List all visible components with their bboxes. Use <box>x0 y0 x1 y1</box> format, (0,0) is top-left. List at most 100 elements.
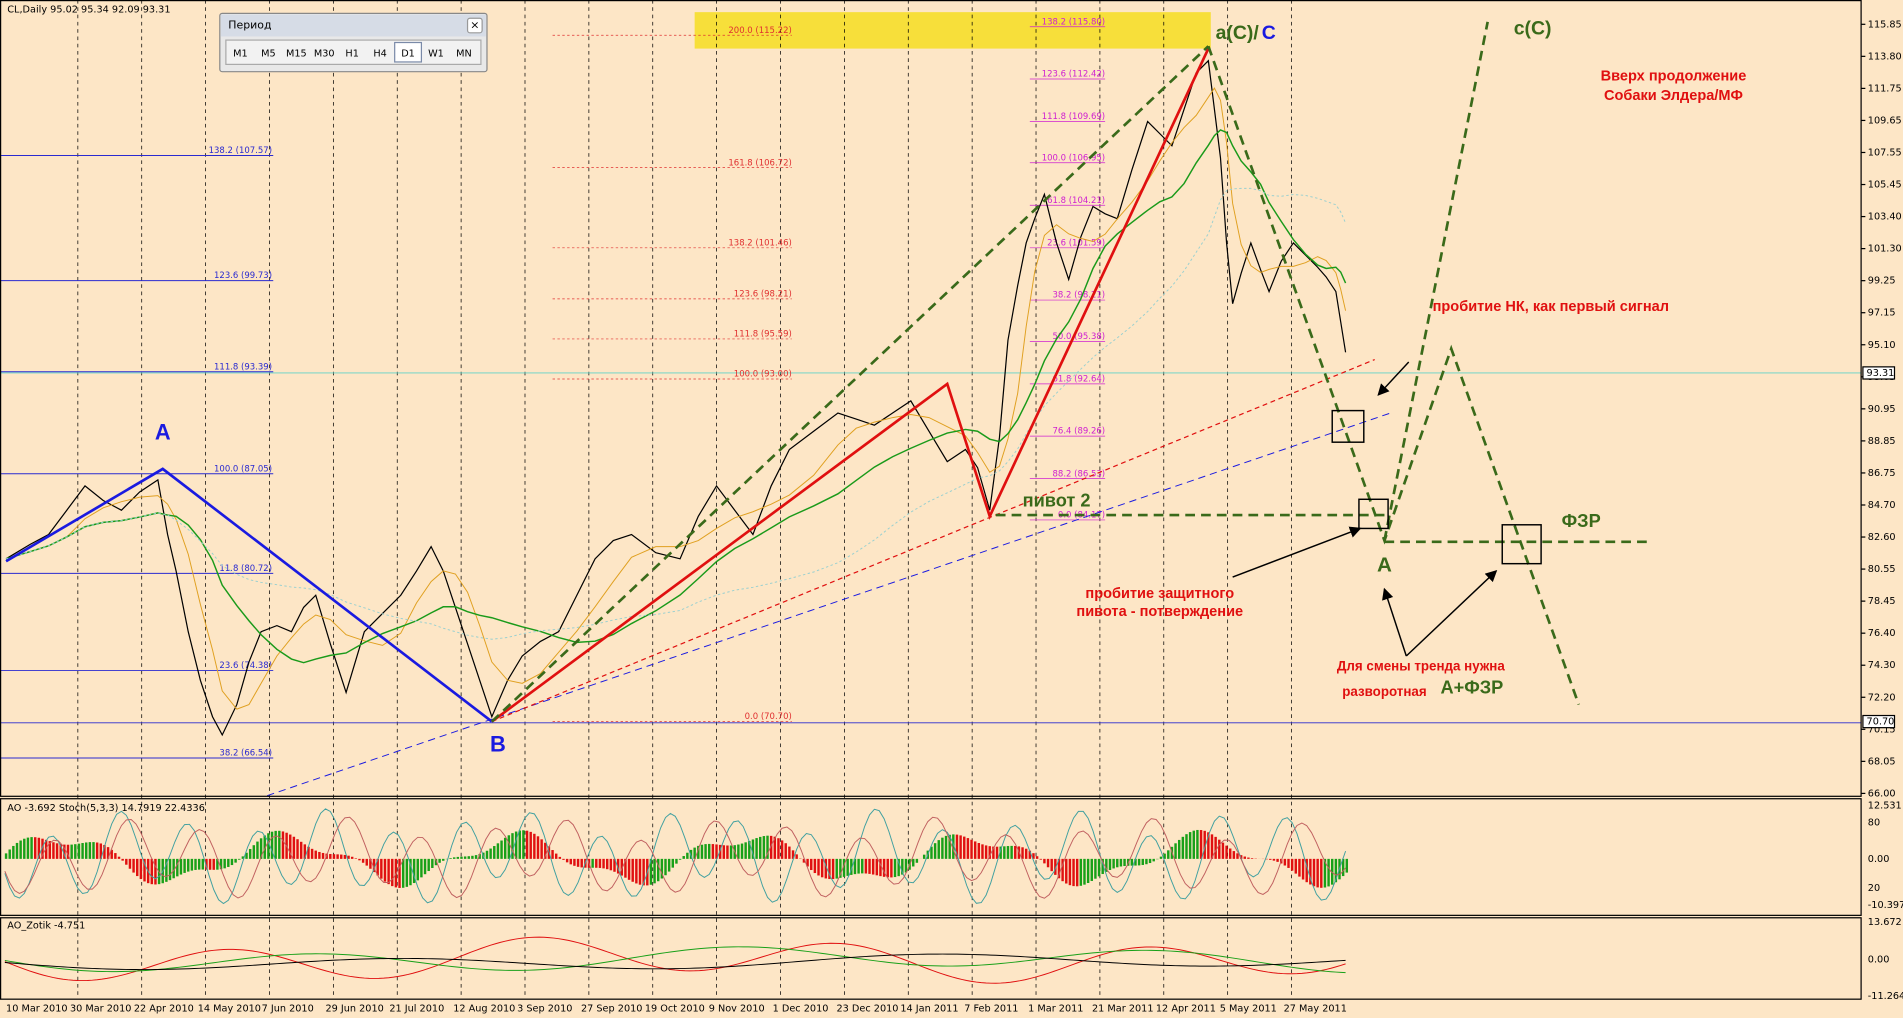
ao-bar <box>114 853 117 859</box>
ao-bar <box>1024 848 1028 859</box>
ao-bar <box>999 846 1002 859</box>
zotik-black <box>4 953 1346 971</box>
price-label: 109.65 <box>1868 115 1902 126</box>
ao-bar <box>489 848 492 859</box>
ao-bar <box>1050 858 1053 872</box>
axes: 10 Mar 2010 30 Mar 2010 22 Apr 2010 14 May … <box>6 19 1903 1014</box>
ao-bar <box>675 858 678 864</box>
annotation: ФЗР <box>1562 511 1601 531</box>
ao-bar <box>1108 858 1112 870</box>
ao-bar <box>718 844 722 859</box>
ao-bar <box>252 845 256 859</box>
ao-bar <box>708 843 711 859</box>
annotation: Для смены тренда нужна <box>1337 658 1505 673</box>
ao-bar <box>423 858 427 875</box>
ao-bar <box>514 831 518 859</box>
ao-bar <box>729 845 733 859</box>
ao-bar <box>835 858 838 879</box>
annotation: a(C)/ <box>1216 22 1260 44</box>
ao-bar <box>452 857 456 859</box>
period-button[interactable]: M15 <box>286 48 307 59</box>
period-button[interactable]: W1 <box>428 48 444 59</box>
frames <box>0 0 1862 1000</box>
fibo-right-label: 61.8 (104.21) <box>1047 196 1105 206</box>
ao-bar <box>1236 853 1239 859</box>
ao-bar <box>715 844 718 859</box>
ao-bar <box>1177 839 1181 859</box>
ao-bar <box>1192 830 1195 859</box>
ao-bar <box>828 858 831 880</box>
ao-bar <box>1305 858 1308 883</box>
ao-bar <box>183 858 186 873</box>
ao-bar <box>554 853 558 859</box>
period-button[interactable]: H4 <box>373 48 386 59</box>
ao-bar <box>34 837 37 859</box>
ao-bar <box>197 858 201 870</box>
ao-bar <box>1250 858 1254 859</box>
period-button[interactable]: MN <box>456 48 472 59</box>
fibo-middle-label: 200.0 (115.22) <box>728 26 791 36</box>
period-button[interactable]: D1 <box>401 48 415 59</box>
ao-bar <box>959 835 962 859</box>
ao-bar <box>361 858 365 863</box>
ao-bar <box>580 858 583 868</box>
ao-bar <box>77 843 81 859</box>
date-label: 22 Apr 2010 <box>134 1003 194 1014</box>
ao-bar <box>751 839 755 859</box>
ao-bar <box>624 858 627 878</box>
ao-bar <box>602 858 605 869</box>
period-button[interactable]: M30 <box>314 48 335 59</box>
ao-bar <box>948 834 951 859</box>
price-label: 115.85 <box>1868 19 1902 30</box>
period-button[interactable]: M1 <box>233 48 248 59</box>
ao-bar <box>576 858 580 867</box>
annotation: c(C) <box>1514 17 1552 39</box>
osc1-title: AO -3.692 Stoch(5,3,3) 14.7919 22.4336 <box>7 803 205 814</box>
ao-bar <box>474 855 478 859</box>
ao-bar <box>693 847 696 859</box>
ao-bar <box>81 843 84 859</box>
ao-bar <box>748 840 751 859</box>
ao-bar <box>558 856 562 859</box>
ao-bar <box>1199 830 1203 859</box>
ao-bar <box>1163 853 1166 859</box>
ao-bar <box>179 858 183 875</box>
fibo-right-label: 38.2 (98.21) <box>1053 291 1106 301</box>
price-label: 84.70 <box>1868 500 1896 511</box>
ao-bar <box>1065 858 1068 884</box>
price-label: 76.40 <box>1868 628 1896 639</box>
ao-bar <box>70 844 73 859</box>
period-button[interactable]: H1 <box>345 48 358 59</box>
ao-bar <box>682 856 685 859</box>
date-label: 9 Nov 2010 <box>709 1003 765 1014</box>
red-wave <box>491 48 1210 723</box>
ao-bar <box>500 840 503 859</box>
ao-bar <box>901 858 904 875</box>
ao-bar <box>52 842 55 859</box>
period-button[interactable]: M5 <box>261 48 276 59</box>
ao-bar <box>1097 858 1101 877</box>
ao-bar <box>1141 858 1144 865</box>
ao-bar <box>977 843 981 859</box>
ao-bar <box>766 835 769 859</box>
close-button[interactable] <box>466 17 483 34</box>
price-label: 95.10 <box>1868 340 1896 351</box>
date-label: 10 Mar 2010 <box>6 1003 68 1014</box>
ao-bar <box>106 847 110 859</box>
ao-bar <box>493 846 496 859</box>
blue-trend <box>267 412 1391 797</box>
ao-bar <box>1057 858 1061 879</box>
annotation: A <box>155 419 171 444</box>
price-label: 78.45 <box>1868 596 1896 607</box>
date-label: 5 May 2011 <box>1220 1003 1277 1014</box>
price-label: 107.55 <box>1868 147 1902 158</box>
ao-bar <box>1086 858 1090 884</box>
arrow <box>1377 361 1410 396</box>
ao-bar <box>1148 858 1152 864</box>
active-period <box>394 41 423 63</box>
annotation: C <box>1262 22 1276 44</box>
ao-bar <box>1298 858 1301 877</box>
ao-bar <box>212 858 215 870</box>
